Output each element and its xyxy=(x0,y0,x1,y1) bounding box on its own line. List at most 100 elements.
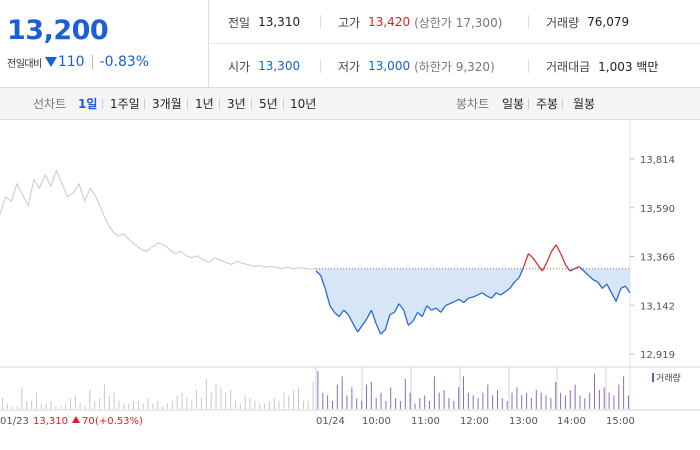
price-segment-down xyxy=(518,266,525,278)
price-segment-down xyxy=(486,295,492,299)
volume-bar xyxy=(492,395,494,409)
volume-bar xyxy=(230,390,232,409)
volume-bar xyxy=(327,395,329,409)
volume-bar xyxy=(11,406,13,409)
tab-divider xyxy=(528,99,529,109)
volume-bar xyxy=(540,392,542,409)
volume-bar xyxy=(113,392,115,409)
tab-3month[interactable]: 3개월 xyxy=(152,97,182,111)
price-segment-down xyxy=(481,292,488,297)
price-segment-down xyxy=(583,270,589,276)
high-value: 13,420 xyxy=(368,15,411,29)
price-segment-down xyxy=(357,325,363,333)
volume-bar xyxy=(443,390,445,409)
volume-bar xyxy=(477,398,479,409)
y-tick-label: 13,590 xyxy=(640,204,675,215)
today-price-line xyxy=(315,244,631,335)
tab-1year[interactable]: 1년 xyxy=(195,97,214,111)
down-triangle-icon xyxy=(44,57,57,67)
price-segment-down xyxy=(315,270,322,276)
volume-bar xyxy=(50,400,52,409)
stats-divider xyxy=(320,59,321,73)
prev-day-change-pct: (+0.53%) xyxy=(95,416,143,427)
x-tick-label: 14:00 xyxy=(557,416,586,427)
price-segment-down xyxy=(620,285,626,289)
volume-bar xyxy=(307,400,309,409)
tab-5year[interactable]: 5년 xyxy=(259,97,278,111)
volume-bar xyxy=(613,395,615,409)
volume-bar xyxy=(196,390,198,409)
high-label: 고가 xyxy=(338,15,361,30)
tab-divider xyxy=(187,99,188,109)
volume-bar xyxy=(152,403,154,409)
tab-3year[interactable]: 3년 xyxy=(227,97,246,111)
volume-bar xyxy=(366,384,367,409)
volume-bar xyxy=(623,376,625,409)
volume-bar xyxy=(128,403,130,409)
y-tick-label: 13,366 xyxy=(640,253,675,264)
volume-bar xyxy=(176,395,178,409)
price-segment-up xyxy=(532,257,539,265)
price-segment-down xyxy=(592,279,598,283)
prev-day-price-line xyxy=(0,169,317,270)
volume-bar xyxy=(346,395,348,409)
price-segment-down xyxy=(320,275,326,289)
volume-bar xyxy=(511,392,513,409)
stats-divider xyxy=(528,15,529,29)
price-segment-down xyxy=(338,309,345,318)
price-segment-up xyxy=(537,264,543,272)
prev-close-cell: 전일 13,310 xyxy=(228,0,300,44)
x-tick-label: 10:00 xyxy=(362,416,391,427)
tab-1day[interactable]: 1일 xyxy=(78,97,98,111)
x-axis-ticks: 01/24 10:00 11:00 12:00 13:00 14:00 15:00 xyxy=(315,367,635,427)
price-segment-up xyxy=(551,244,557,252)
tab-10year[interactable]: 10년 xyxy=(290,97,317,111)
volume-bar xyxy=(201,398,202,409)
change-percent: -0.83% xyxy=(99,54,150,70)
volume-bar xyxy=(341,376,343,409)
tab-1week[interactable]: 1주일 xyxy=(110,97,140,111)
volume-bar xyxy=(516,387,518,409)
tab-divider xyxy=(144,99,145,109)
volume-bar xyxy=(181,392,183,409)
tab-monthly-candle[interactable]: 월봉 xyxy=(573,97,596,111)
price-segment-down xyxy=(324,288,331,306)
tab-divider xyxy=(562,99,563,109)
price-segment-down xyxy=(578,266,585,272)
price-segment-down xyxy=(615,288,622,302)
price-segment-down xyxy=(587,274,594,281)
volume-bar xyxy=(506,400,508,409)
current-price-box: 13,200 전일대비 110 -0.83% xyxy=(0,0,209,88)
price-segment-down xyxy=(454,298,460,303)
volume-bar xyxy=(598,390,600,409)
price-segment-down xyxy=(412,312,419,322)
volume-bar xyxy=(574,384,576,409)
price-segment-up xyxy=(574,266,580,270)
tab-weekly-candle[interactable]: 주봉 xyxy=(536,97,559,111)
volume-label: 거래량 xyxy=(546,15,580,30)
volume-bar xyxy=(584,398,586,409)
volume-bar xyxy=(628,395,629,409)
price-segment-down xyxy=(431,307,437,311)
volume-bar xyxy=(535,390,537,409)
volume-legend-label: 거래량 xyxy=(656,372,681,384)
volume-bar xyxy=(239,403,241,409)
volume-bar xyxy=(448,398,450,409)
volume-bar xyxy=(370,381,372,409)
change-label: 전일대비 xyxy=(7,58,42,70)
volume-bar xyxy=(385,400,387,409)
tab-daily-candle[interactable]: 일봉 xyxy=(502,97,525,111)
change-amount: 110 xyxy=(57,54,85,70)
price-segment-down xyxy=(334,311,340,318)
volume-bar xyxy=(375,398,377,409)
y-tick-label: 13,814 xyxy=(640,155,675,166)
upper-limit: (상한가 17,300) xyxy=(414,15,503,30)
prev-day-date: 01/23 xyxy=(0,416,29,427)
volume-value: 76,079 xyxy=(587,15,630,29)
price-segment-up xyxy=(564,264,571,272)
price-segment-down xyxy=(343,309,349,316)
price-segment-up xyxy=(527,253,534,259)
volume-bar xyxy=(521,395,523,409)
price-segment-up xyxy=(560,253,566,265)
volume-bar xyxy=(390,387,392,409)
